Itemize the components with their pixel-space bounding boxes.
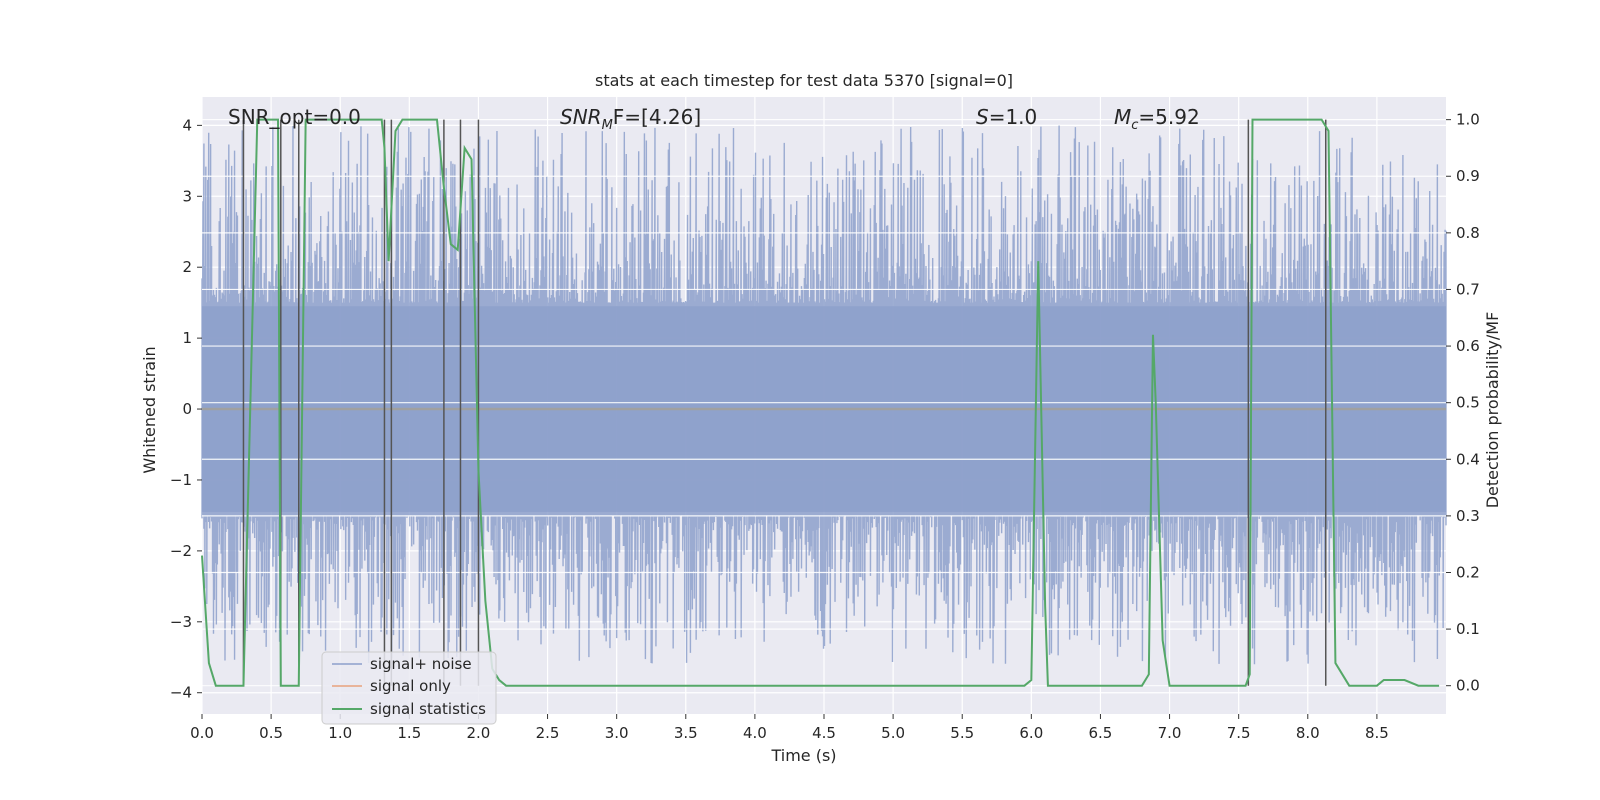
- y-tick-label: 4: [182, 116, 192, 134]
- y-tick-label: 1: [182, 329, 192, 347]
- y-right-axis-label: Detection probability/MF: [1483, 312, 1502, 509]
- x-tick-label: 2.5: [536, 724, 560, 742]
- x-tick-label: 8.5: [1365, 724, 1389, 742]
- y-right-axis-ticks: 0.0 0.1 0.2 0.3 0.4 0.5 0.6 0.7 0.8 0.9 1.0: [1446, 111, 1480, 695]
- legend: signal+ noise signal only signal statist…: [321, 651, 497, 725]
- snr-mf-subscript: M: [602, 118, 613, 133]
- x-axis-label: Time (s): [770, 746, 836, 765]
- y-tick-label: −3: [170, 613, 192, 631]
- legend-label-signal-noise: signal+ noise: [370, 655, 472, 673]
- x-tick-label: 4.5: [812, 724, 836, 742]
- mc-annotation: Mc=5.92: [1114, 105, 1200, 133]
- legend-label-signal-only: signal only: [370, 677, 451, 695]
- s-symbol: S: [976, 105, 989, 129]
- legend-label-signal-statistics: signal statistics: [370, 700, 486, 718]
- y-right-tick-label: 0.0: [1456, 677, 1480, 695]
- y-right-tick-label: 0.8: [1456, 224, 1480, 242]
- y-axis-label: Whitened strain: [140, 346, 159, 473]
- y-tick-label: −1: [170, 471, 192, 489]
- x-tick-label: 1.0: [328, 724, 352, 742]
- x-tick-label: 5.5: [950, 724, 974, 742]
- signal-statistics-series: [201, 118, 1440, 687]
- mc-symbol: M: [1114, 105, 1131, 129]
- y-right-tick-label: 0.9: [1456, 167, 1480, 185]
- y-right-tick-label: 0.6: [1456, 337, 1480, 355]
- y-right-tick-label: 0.1: [1456, 620, 1480, 638]
- mc-subscript: c: [1131, 118, 1138, 133]
- mc-value: =5.92: [1138, 105, 1199, 129]
- chart-title: stats at each timestep for test data 537…: [595, 71, 1013, 90]
- x-tick-label: 6.0: [1019, 724, 1043, 742]
- x-tick-label: 6.5: [1089, 724, 1113, 742]
- snr-mf-symbol: SNR: [560, 105, 602, 129]
- x-tick-label: 0.5: [259, 724, 283, 742]
- y-tick-label: −2: [170, 542, 192, 560]
- x-axis-ticks: 0.0 0.5 1.0 1.5 2.0 2.5 3.0 3.5 4.0 4.5 5.0 5.5 6.0 6…: [190, 714, 1389, 742]
- legend-box: [321, 651, 497, 725]
- s-value: =1.0: [989, 105, 1038, 129]
- x-tick-label: 8.0: [1296, 724, 1320, 742]
- snr-opt-annotation: SNR_opt=0.0: [228, 105, 361, 129]
- y-right-tick-label: 0.2: [1456, 563, 1480, 581]
- x-tick-label: 4.0: [743, 724, 767, 742]
- x-tick-label: 7.5: [1227, 724, 1251, 742]
- x-tick-label: 3.0: [605, 724, 629, 742]
- y-tick-label: 2: [182, 258, 192, 276]
- x-tick-label: 1.5: [397, 724, 421, 742]
- snr-mf-annotation: SNRMF=[4.26]: [560, 105, 701, 133]
- snr-mf-value: F=[4.26]: [613, 105, 701, 129]
- y-right-tick-label: 0.4: [1456, 450, 1480, 468]
- y-right-tick-label: 0.7: [1456, 280, 1480, 298]
- y-right-tick-label: 0.3: [1456, 507, 1480, 525]
- y-tick-label: −4: [170, 684, 192, 702]
- y-right-tick-label: 1.0: [1456, 111, 1480, 129]
- y-tick-label: 3: [182, 187, 192, 205]
- y-tick-label: 0: [182, 400, 192, 418]
- s-annotation: S=1.0: [976, 105, 1037, 129]
- y-axis-ticks: −4 −3 −2 −1 0 1 2 3 4: [170, 116, 202, 702]
- x-tick-label: 3.5: [674, 724, 698, 742]
- x-tick-label: 5.0: [881, 724, 905, 742]
- y-right-tick-label: 0.5: [1456, 394, 1480, 412]
- x-tick-label: 7.0: [1158, 724, 1182, 742]
- x-tick-label: 2.0: [467, 724, 491, 742]
- x-tick-label: 0.0: [190, 724, 214, 742]
